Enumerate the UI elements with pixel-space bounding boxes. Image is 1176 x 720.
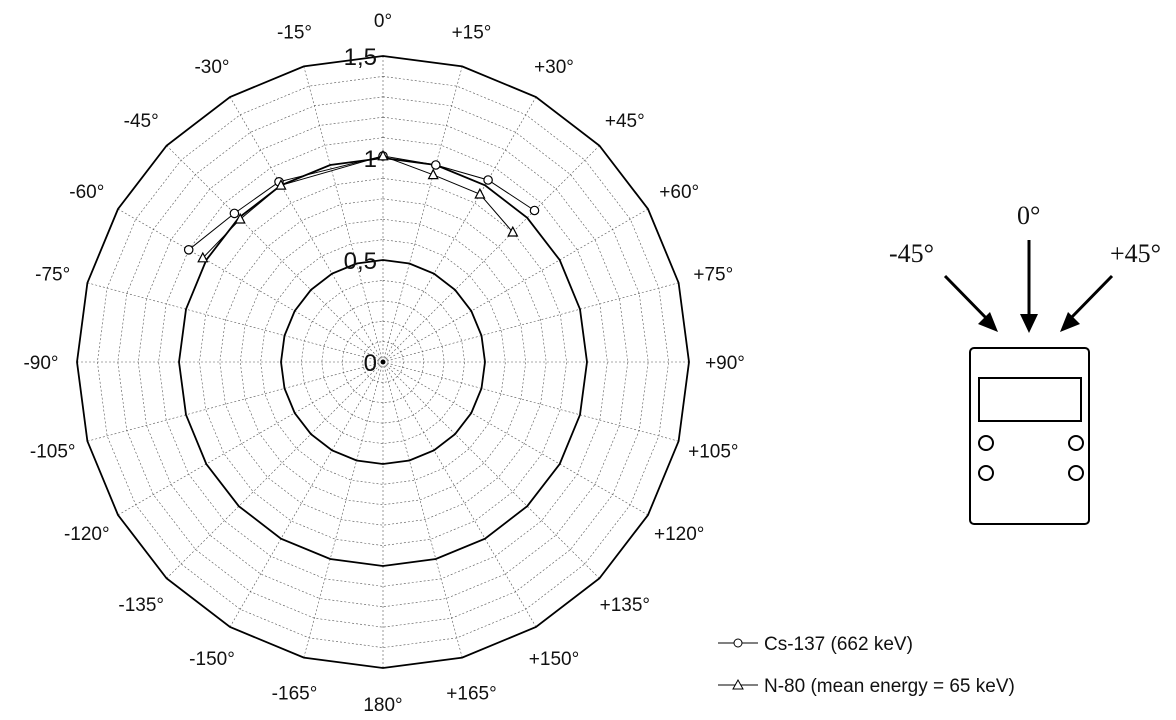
- angle-labels: 0° +15° +30° +45° +60° +75° +90° +105° +120° +135…: [23, 11, 745, 716]
- grid-ring-major: [280, 259, 486, 465]
- grid-spoke: [382, 96, 537, 363]
- angle-label: -15°: [277, 23, 312, 44]
- radial-tick-label: 1,5: [344, 44, 377, 71]
- legend-marker-circle: [733, 638, 743, 648]
- radial-tick-labels: 00,511,5: [344, 44, 377, 377]
- polar-origin: [380, 359, 386, 365]
- data-point-circle: [183, 245, 194, 255]
- legend-marker-triangle: [732, 678, 744, 690]
- angle-label: 0°: [374, 11, 392, 32]
- arrow-right: [1060, 274, 1114, 332]
- diagram-label-minus45: -45°: [889, 239, 934, 268]
- data-point-triangle: [377, 149, 389, 161]
- angle-label: -45°: [124, 111, 159, 132]
- data-point-triangle: [507, 225, 519, 237]
- device-button: [1068, 435, 1084, 451]
- grid-spoke: [117, 361, 384, 516]
- grid-spoke: [382, 208, 649, 363]
- grid-spoke: [229, 96, 384, 363]
- data-series: [183, 149, 540, 263]
- grid-spoke: [382, 145, 600, 363]
- angle-label: +90°: [705, 353, 745, 374]
- grid-spoke: [303, 66, 384, 363]
- angle-label: -60°: [69, 182, 104, 203]
- legend-label-n80: N-80 (mean energy = 65 keV): [764, 676, 1015, 697]
- device-display: [978, 377, 1082, 422]
- angle-label: +135°: [600, 595, 650, 616]
- grid-ring-minor: [239, 218, 527, 506]
- device-button: [978, 435, 994, 451]
- grid-spoke: [87, 361, 384, 442]
- angle-label: +15°: [452, 23, 492, 44]
- grid-spoke: [382, 361, 463, 658]
- radial-tick-label: 0,5: [344, 248, 377, 275]
- angle-label: -30°: [194, 57, 229, 78]
- angle-label: +105°: [688, 442, 738, 463]
- grid-spoke: [382, 66, 463, 363]
- angle-label: +45°: [605, 111, 645, 132]
- angle-label: -90°: [23, 353, 58, 374]
- grid-ring-major: [76, 55, 690, 669]
- data-point-circle: [430, 160, 441, 170]
- data-point-circle: [483, 175, 493, 185]
- data-point-triangle: [275, 179, 287, 190]
- angle-label: +75°: [693, 265, 733, 286]
- radial-tick-label: 0: [364, 350, 377, 377]
- grid-spoke: [303, 361, 384, 658]
- grid-spoke: [166, 361, 384, 579]
- angle-label: +120°: [654, 524, 704, 545]
- angle-label: +150°: [529, 649, 579, 670]
- grid-spoke: [382, 361, 537, 628]
- grid-spoke: [382, 361, 600, 579]
- grid-spoke: [382, 361, 679, 442]
- arrow-left: [943, 274, 998, 332]
- angle-label: -150°: [189, 649, 235, 670]
- angle-label: +165°: [446, 683, 496, 704]
- angle-label: 180°: [363, 695, 402, 715]
- data-point-triangle: [234, 212, 246, 224]
- angle-label: +60°: [659, 182, 699, 203]
- legend: Cs-137 (662 keV) N-80 (mean energy = 65 …: [718, 634, 1015, 697]
- grid-spoke: [87, 282, 384, 363]
- device-button: [1068, 465, 1084, 481]
- angle-label: -75°: [35, 265, 70, 286]
- grid-spoke: [382, 282, 679, 363]
- angle-label: -135°: [118, 595, 164, 616]
- data-point-triangle: [474, 187, 486, 199]
- data-point-triangle: [197, 251, 209, 263]
- device-diagram: -45° 0° +45°: [889, 201, 1161, 525]
- series-line: [188, 155, 535, 251]
- data-point-triangle: [427, 168, 439, 180]
- angle-label: +30°: [534, 57, 574, 78]
- data-point-circle: [229, 208, 240, 219]
- diagram-label-plus45: +45°: [1110, 239, 1161, 268]
- grid-spoke: [229, 361, 384, 628]
- legend-label-cs137: Cs-137 (662 keV): [764, 634, 913, 655]
- arrow-center: [1020, 240, 1038, 333]
- angle-label: -105°: [30, 442, 76, 463]
- diagram-label-0: 0°: [1017, 201, 1040, 230]
- polar-grid: [76, 55, 690, 669]
- angle-label: -120°: [64, 524, 110, 545]
- grid-spoke: [117, 208, 384, 363]
- grid-spoke: [382, 361, 649, 516]
- angle-label: -165°: [272, 683, 318, 704]
- data-point-circle: [529, 205, 540, 216]
- grid-spoke: [166, 145, 384, 363]
- device-button: [978, 465, 994, 481]
